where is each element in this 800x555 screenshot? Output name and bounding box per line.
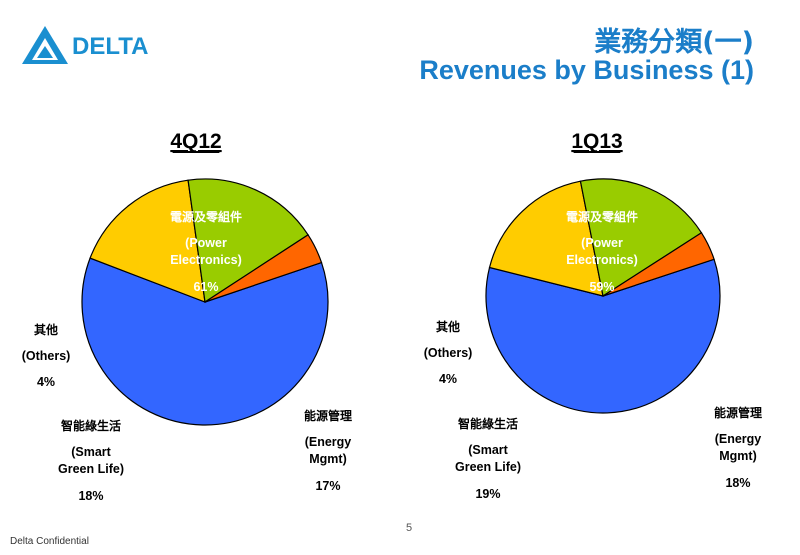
slice-label-line: Electronics) xyxy=(170,253,242,267)
pie-slice-energy-mgmt xyxy=(89,179,206,303)
pie-slice-energy-mgmt xyxy=(488,180,604,297)
slice-label-line: 電源及零組件 xyxy=(170,209,242,224)
slice-label-power-electronics: 電源及零組件 (Power Electronics) 59% xyxy=(566,209,638,294)
slice-label-line: (Energy xyxy=(305,435,352,449)
slice-label-energy-mgmt: 能源管理 (Energy Mgmt) 17% xyxy=(304,408,352,493)
slice-label-line: 19% xyxy=(475,487,500,501)
slice-label-line: 4% xyxy=(439,372,457,386)
slice-label-smart-green-life: 智能綠生活 (Smart Green Life) 19% xyxy=(455,416,521,501)
footer-confidential: Delta Confidential xyxy=(10,536,89,547)
page-title-en: Revenues by Business (1) xyxy=(419,55,754,85)
pie-slice-smart-green-life xyxy=(579,178,703,297)
slice-label-power-electronics: 電源及零組件 (Power Electronics) 61% xyxy=(170,209,242,294)
pie-slice-others xyxy=(204,233,323,303)
slice-label-line: 18% xyxy=(725,476,750,490)
pie-slice-smart-green-life xyxy=(187,178,309,304)
slice-label-line: Mgmt) xyxy=(719,449,757,463)
slice-label-line: (Power xyxy=(185,236,227,250)
slice-label-line: 能源管理 xyxy=(304,408,352,423)
delta-logo: DELTA xyxy=(20,24,155,66)
slice-label-line: (Others) xyxy=(22,349,71,363)
slice-label-line: Electronics) xyxy=(566,253,638,267)
pie-slice-power-electronics xyxy=(485,258,721,414)
slice-label-energy-mgmt: 能源管理 (Energy Mgmt) 18% xyxy=(714,405,762,490)
pie-slice-power-electronics xyxy=(81,257,329,426)
slice-label-line: 智能綠生活 xyxy=(60,418,121,433)
slice-label-line: Mgmt) xyxy=(309,452,347,466)
page-number: 5 xyxy=(406,522,413,534)
slice-label-line: 電源及零組件 xyxy=(566,209,638,224)
slice-label-line: (Energy xyxy=(715,432,762,446)
slice-label-line: (Others) xyxy=(424,346,473,360)
slice-label-line: 17% xyxy=(315,479,340,493)
slice-label-others: 其他 (Others) 4% xyxy=(22,322,71,389)
slice-label-line: 59% xyxy=(589,280,614,294)
slice-label-line: Green Life) xyxy=(58,462,124,476)
slice-label-line: (Power xyxy=(581,236,623,250)
slice-label-line: 其他 xyxy=(436,319,460,334)
slice-label-line: 能源管理 xyxy=(714,405,762,420)
slice-label-line: 智能綠生活 xyxy=(457,416,518,431)
slice-label-line: Green Life) xyxy=(455,460,521,474)
chart-title-0: 4Q12 xyxy=(170,130,221,153)
slice-label-line: (Smart xyxy=(468,443,508,457)
slice-label-line: (Smart xyxy=(71,445,111,459)
slice-label-line: 4% xyxy=(37,375,55,389)
slice-label-line: 61% xyxy=(193,280,218,294)
delta-triangle-icon xyxy=(22,26,68,64)
slice-label-others: 其他 (Others) 4% xyxy=(424,319,473,386)
page-title-zh: 業務分類(一) xyxy=(594,27,754,58)
slice-label-line: 18% xyxy=(78,489,103,503)
slice-label-line: 其他 xyxy=(34,322,58,337)
slice-label-smart-green-life: 智能綠生活 (Smart Green Life) 18% xyxy=(58,418,124,503)
logo-text: DELTA xyxy=(72,33,149,60)
pie-slice-others xyxy=(602,231,715,297)
chart-title-1: 1Q13 xyxy=(571,130,622,153)
